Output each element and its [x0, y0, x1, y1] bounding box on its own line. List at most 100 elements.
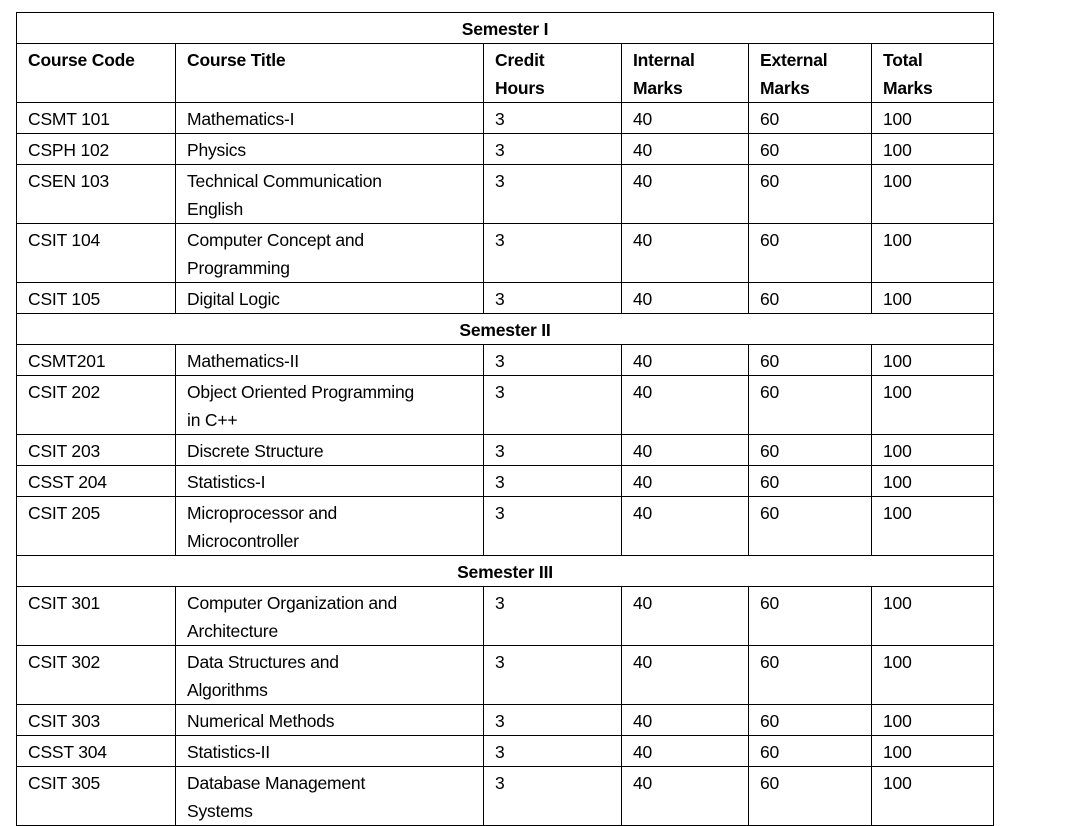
- course-title: Mathematics-II: [175, 344, 484, 376]
- course-title: Object Oriented Programming in C++: [175, 375, 484, 435]
- course-code: CSIT 202: [16, 375, 176, 435]
- course-internal: 40: [621, 344, 749, 376]
- course-credit: 3: [483, 164, 622, 224]
- course-row: CSST 304 Statistics-II 3 40 60 100: [16, 735, 994, 767]
- course-code: CSST 304: [16, 735, 176, 767]
- course-row: CSIT 202 Object Oriented Programming in C+…: [16, 375, 994, 435]
- course-title: Discrete Structure: [175, 434, 484, 466]
- course-row: CSIT 203 Discrete Structure 3 40 60 100: [16, 434, 994, 466]
- course-code: CSIT 305: [16, 766, 176, 826]
- course-row: CSST 204 Statistics-I 3 40 60 100: [16, 465, 994, 497]
- course-credit: 3: [483, 735, 622, 767]
- course-total: 100: [871, 434, 994, 466]
- course-internal: 40: [621, 102, 749, 134]
- course-internal: 40: [621, 465, 749, 497]
- course-credit: 3: [483, 434, 622, 466]
- course-total: 100: [871, 645, 994, 705]
- course-total: 100: [871, 465, 994, 497]
- course-code: CSIT 105: [16, 282, 176, 314]
- course-total: 100: [871, 375, 994, 435]
- semester-row: Semester I: [16, 12, 994, 44]
- course-internal: 40: [621, 282, 749, 314]
- course-credit: 3: [483, 282, 622, 314]
- course-title: Mathematics-I: [175, 102, 484, 134]
- course-title: Statistics-I: [175, 465, 484, 497]
- course-code: CSPH 102: [16, 133, 176, 165]
- course-code: CSST 204: [16, 465, 176, 497]
- course-external: 60: [748, 102, 872, 134]
- course-title: Technical Communication English: [175, 164, 484, 224]
- course-row: CSIT 104 Computer Concept and Programming 3…: [16, 223, 994, 283]
- course-internal: 40: [621, 586, 749, 646]
- course-row: CSEN 103 Technical Communication English 3 4…: [16, 164, 994, 224]
- course-row: CSMT 101 Mathematics-I 3 40 60 100: [16, 102, 994, 134]
- column-header: Course Code: [16, 43, 176, 103]
- course-code: CSIT 203: [16, 434, 176, 466]
- course-row: CSIT 305 Database Management Systems 3 40 60 1…: [16, 766, 994, 826]
- course-credit: 3: [483, 645, 622, 705]
- semester-title: Semester II: [16, 313, 994, 345]
- course-title: Physics: [175, 133, 484, 165]
- course-external: 60: [748, 223, 872, 283]
- course-external: 60: [748, 434, 872, 466]
- column-header: External Marks: [748, 43, 872, 103]
- course-title: Microprocessor and Microcontroller: [175, 496, 484, 556]
- course-row: CSMT201 Mathematics-II 3 40 60 100: [16, 344, 994, 376]
- course-external: 60: [748, 766, 872, 826]
- course-credit: 3: [483, 465, 622, 497]
- course-row: CSPH 102 Physics 3 40 60 100: [16, 133, 994, 165]
- course-total: 100: [871, 164, 994, 224]
- course-row: CSIT 302 Data Structures and Algorithms 3 40…: [16, 645, 994, 705]
- semester-row: Semester III: [16, 555, 994, 587]
- course-total: 100: [871, 223, 994, 283]
- course-external: 60: [748, 344, 872, 376]
- course-total: 100: [871, 704, 994, 736]
- course-credit: 3: [483, 704, 622, 736]
- course-table: Semester I Course Code Course Title Credit H…: [16, 12, 994, 826]
- course-external: 60: [748, 282, 872, 314]
- course-internal: 40: [621, 164, 749, 224]
- course-internal: 40: [621, 766, 749, 826]
- course-internal: 40: [621, 375, 749, 435]
- course-code: CSIT 205: [16, 496, 176, 556]
- course-external: 60: [748, 735, 872, 767]
- course-row: CSIT 105 Digital Logic 3 40 60 100: [16, 282, 994, 314]
- course-external: 60: [748, 586, 872, 646]
- course-title: Numerical Methods: [175, 704, 484, 736]
- course-internal: 40: [621, 704, 749, 736]
- course-title: Computer Organization and Architecture: [175, 586, 484, 646]
- course-title: Database Management Systems: [175, 766, 484, 826]
- course-code: CSMT201: [16, 344, 176, 376]
- course-title: Digital Logic: [175, 282, 484, 314]
- course-row: CSIT 301 Computer Organization and Archite…: [16, 586, 994, 646]
- course-total: 100: [871, 282, 994, 314]
- course-row: CSIT 303 Numerical Methods 3 40 60 100: [16, 704, 994, 736]
- course-code: CSIT 104: [16, 223, 176, 283]
- course-total: 100: [871, 766, 994, 826]
- course-title: Data Structures and Algorithms: [175, 645, 484, 705]
- course-internal: 40: [621, 434, 749, 466]
- course-external: 60: [748, 164, 872, 224]
- course-external: 60: [748, 133, 872, 165]
- course-total: 100: [871, 133, 994, 165]
- course-credit: 3: [483, 133, 622, 165]
- course-external: 60: [748, 465, 872, 497]
- column-header: Credit Hours: [483, 43, 622, 103]
- course-credit: 3: [483, 766, 622, 826]
- column-header: Total Marks: [871, 43, 994, 103]
- course-external: 60: [748, 496, 872, 556]
- course-total: 100: [871, 344, 994, 376]
- course-external: 60: [748, 645, 872, 705]
- course-total: 100: [871, 496, 994, 556]
- course-total: 100: [871, 102, 994, 134]
- course-credit: 3: [483, 375, 622, 435]
- course-credit: 3: [483, 344, 622, 376]
- course-total: 100: [871, 586, 994, 646]
- course-title: Computer Concept and Programming: [175, 223, 484, 283]
- course-code: CSIT 302: [16, 645, 176, 705]
- course-code: CSMT 101: [16, 102, 176, 134]
- semester-row: Semester II: [16, 313, 994, 345]
- course-code: CSEN 103: [16, 164, 176, 224]
- course-internal: 40: [621, 223, 749, 283]
- course-code: CSIT 303: [16, 704, 176, 736]
